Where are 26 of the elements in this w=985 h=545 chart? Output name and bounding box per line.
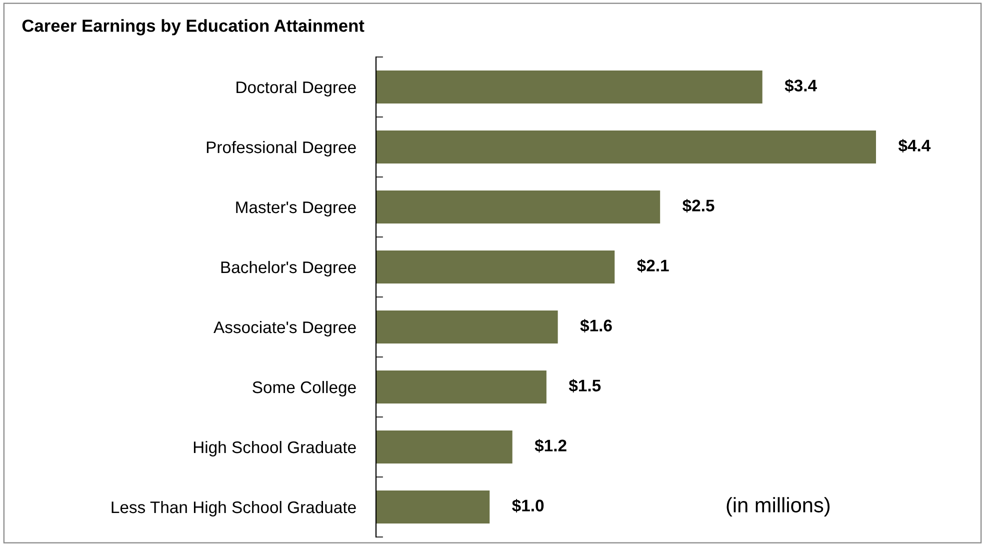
data-label: $4.4 [898, 138, 931, 153]
bar [376, 250, 615, 284]
data-label: $2.1 [637, 258, 669, 273]
y-tick-label: High School Graduate [194, 440, 356, 456]
y-tick-label: Bachelor's Degree [221, 260, 356, 276]
bar [376, 370, 546, 404]
y-tick-label: Some College [252, 380, 356, 396]
text: Career Earnings by Education Attainment [22, 19, 364, 36]
y-tick-label: Professional Degree [206, 140, 356, 156]
y-tick-label: Doctoral Degree [236, 80, 356, 96]
bar [376, 70, 762, 104]
annotation: (in millions) [726, 497, 830, 517]
bar [376, 190, 660, 224]
bar [376, 310, 558, 344]
data-label: $1.5 [568, 378, 601, 393]
y-tick-label: Less Than High School Graduate [112, 500, 356, 516]
data-label: $1.0 [512, 498, 544, 513]
bar [376, 130, 876, 164]
y-tick-label: Associate's Degree [214, 320, 356, 336]
data-label: $1.2 [534, 438, 566, 453]
data-label: $1.6 [580, 318, 612, 333]
data-label: $2.5 [682, 198, 714, 213]
bar [376, 490, 490, 524]
bar [376, 430, 512, 464]
y-tick-label: Master's Degree [236, 202, 356, 216]
data-label: $3.4 [784, 78, 817, 93]
